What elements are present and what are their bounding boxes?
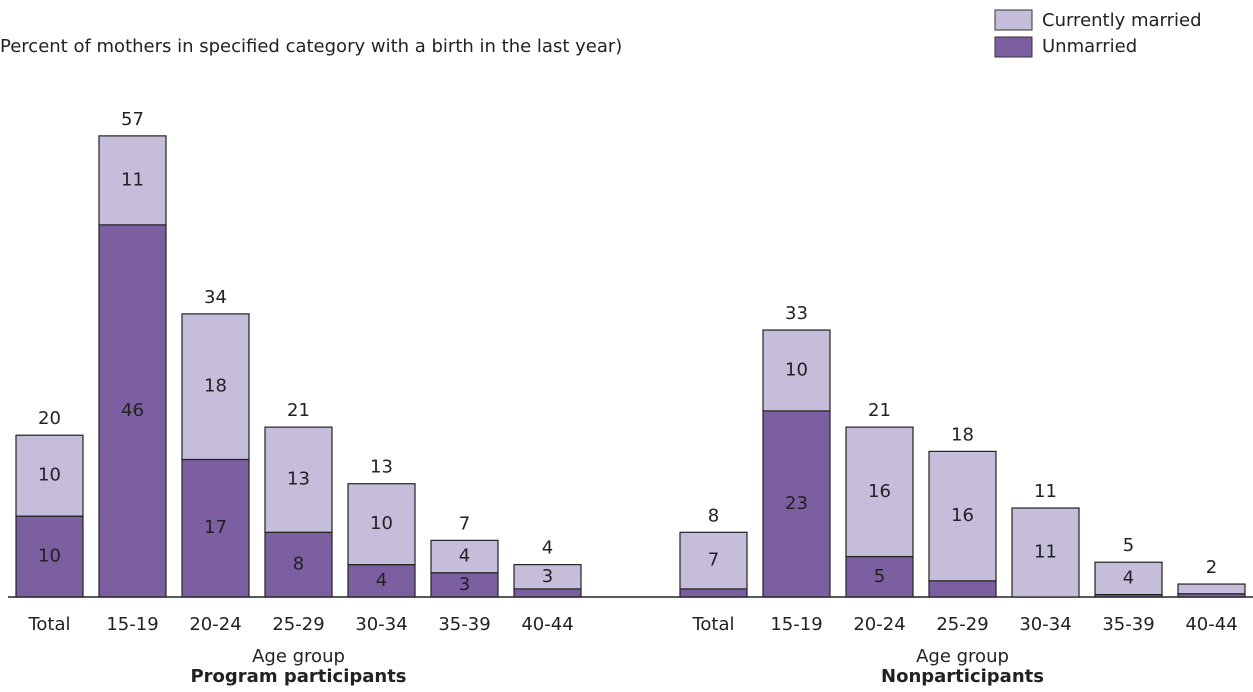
- data-label: 10: [38, 465, 61, 486]
- data-label: 10: [38, 546, 61, 567]
- subtitle: Percent of mothers in specified category…: [0, 36, 622, 57]
- bar-segment: [15, 434, 84, 517]
- bar-segment: [181, 458, 250, 598]
- x-tick-label: Total: [27, 614, 70, 635]
- data-label: 18: [204, 376, 227, 397]
- total-label: 5: [1123, 535, 1134, 556]
- x-tick-label: 25-29: [936, 614, 988, 635]
- x-tick-label: 15-19: [106, 614, 158, 635]
- total-label: 33: [785, 303, 808, 324]
- x-tick-label: 35-39: [1102, 614, 1154, 635]
- legend-label: Unmarried: [1042, 36, 1137, 57]
- data-label: 4: [1123, 567, 1134, 588]
- data-label: 11: [121, 169, 144, 190]
- bar-segment: [513, 588, 582, 598]
- bar-segment: [845, 555, 914, 598]
- total-label: 7: [459, 513, 470, 534]
- total-label: 34: [204, 287, 227, 308]
- x-tick-label: Total: [691, 614, 734, 635]
- total-label: 8: [708, 505, 719, 526]
- total-label: 20: [38, 408, 61, 429]
- x-tick-label: 20-24: [853, 614, 905, 635]
- x-tick-label: 40-44: [521, 614, 573, 635]
- bar-segment: [1177, 583, 1246, 595]
- data-label: 7: [708, 550, 719, 571]
- panel-title: Nonparticipants: [881, 666, 1044, 687]
- bar-segment: [679, 588, 748, 598]
- x-tick-label: 20-24: [189, 614, 241, 635]
- data-label: 46: [121, 400, 144, 421]
- total-label: 57: [121, 109, 144, 130]
- bar-segment: [762, 329, 831, 412]
- bar-segment: [928, 580, 997, 598]
- bar-segment: [513, 564, 582, 590]
- bar-segment: [1011, 507, 1080, 598]
- total-label: 11: [1034, 481, 1057, 502]
- total-label: 2: [1206, 557, 1217, 578]
- bar-segment: [264, 426, 333, 533]
- bar-segment: [430, 539, 499, 574]
- data-label: 11: [1034, 542, 1057, 563]
- x-tick-label: 30-34: [1019, 614, 1071, 635]
- bar-segment: [845, 426, 914, 558]
- legend-swatch: [994, 9, 1033, 31]
- total-label: 4: [542, 538, 553, 559]
- x-tick-label: 35-39: [438, 614, 490, 635]
- data-label: 17: [204, 517, 227, 538]
- panel-title: Program participants: [190, 666, 406, 687]
- data-label: 16: [951, 505, 974, 526]
- data-label: 16: [868, 481, 891, 502]
- x-axis-label: Age group: [916, 646, 1009, 667]
- data-label: 23: [785, 493, 808, 514]
- x-tick-label: 40-44: [1185, 614, 1237, 635]
- total-label: 18: [951, 424, 974, 445]
- data-label: 10: [370, 513, 393, 534]
- legend-label: Currently married: [1042, 10, 1202, 31]
- bar-segment: [98, 135, 167, 226]
- x-tick-label: 15-19: [770, 614, 822, 635]
- data-label: 13: [287, 469, 310, 490]
- data-label: 8: [293, 554, 304, 575]
- data-label: 3: [459, 574, 470, 595]
- data-label: 4: [459, 546, 470, 567]
- bar-segment: [181, 313, 250, 461]
- bar-segment: [347, 483, 416, 566]
- bar-segment: [430, 572, 499, 598]
- bar-segment: [1094, 561, 1163, 596]
- x-axis-label: Age group: [252, 646, 345, 667]
- total-label: 21: [868, 400, 891, 421]
- x-tick-label: 30-34: [355, 614, 407, 635]
- total-label: 13: [370, 457, 393, 478]
- data-label: 4: [376, 570, 387, 591]
- data-label: 3: [542, 566, 553, 587]
- data-label: 10: [785, 359, 808, 380]
- bar-segment: [762, 410, 831, 598]
- x-tick-label: 25-29: [272, 614, 324, 635]
- bar-segment: [679, 531, 748, 590]
- bar-segment: [928, 450, 997, 582]
- data-label: 5: [874, 566, 885, 587]
- bar-segment: [347, 564, 416, 598]
- bar-segment: [15, 515, 84, 598]
- legend-swatch: [994, 36, 1033, 58]
- bar-segment: [264, 531, 333, 598]
- total-label: 21: [287, 400, 310, 421]
